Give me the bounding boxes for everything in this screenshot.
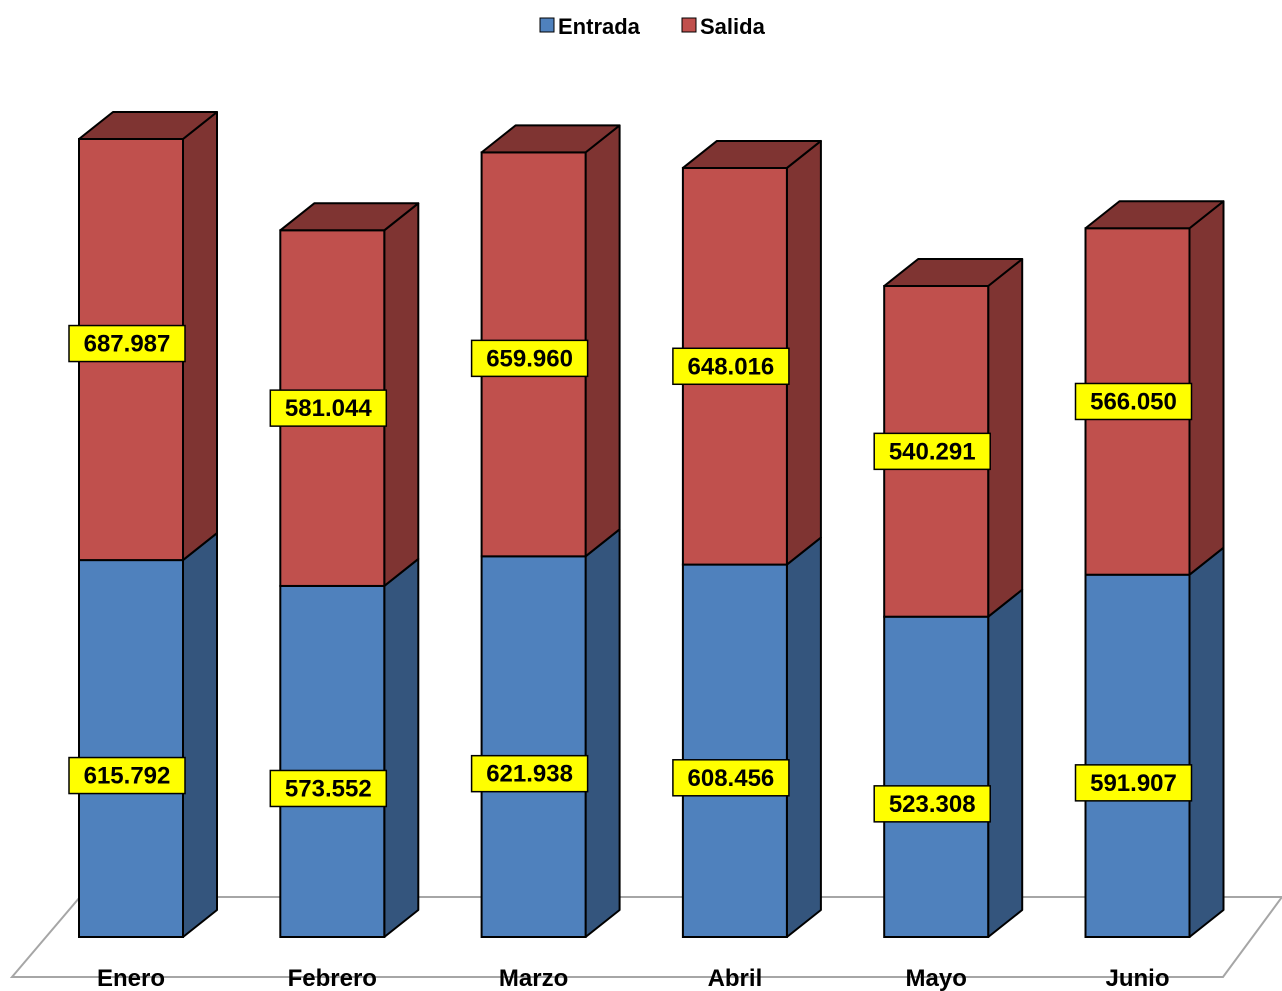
data-label-box-salida-0 bbox=[68, 324, 186, 363]
data-label-box-salida-3 bbox=[672, 347, 790, 386]
data-label-salida-5: 566.050 bbox=[1090, 388, 1177, 415]
data-label-entrada-3: 608.456 bbox=[688, 765, 775, 792]
bar-side-salida-4 bbox=[987, 258, 1024, 618]
legend-label-entrada: Entrada bbox=[558, 14, 641, 39]
bar-top-4 bbox=[883, 258, 1024, 288]
legend-swatch-entrada bbox=[539, 17, 555, 33]
data-label-salida-0: 687.987 bbox=[84, 331, 171, 358]
category-label-5: Junio bbox=[1106, 965, 1170, 991]
data-label-box-salida-5 bbox=[1074, 382, 1193, 421]
bar-entrada-4 bbox=[883, 615, 990, 939]
category-axis: Enero Febrero Marzo Abril Mayo Junio bbox=[97, 965, 1170, 991]
data-label-box-entrada-4 bbox=[873, 785, 991, 823]
data-label-box-entrada-5 bbox=[1074, 764, 1193, 802]
bar-side-salida-3 bbox=[785, 139, 822, 566]
data-label-box-entrada-3 bbox=[672, 759, 790, 797]
data-label-box-salida-4 bbox=[873, 432, 991, 471]
category-label-0: Enero bbox=[97, 965, 165, 991]
legend: Entrada Salida bbox=[539, 14, 766, 39]
data-label-box-salida-1 bbox=[269, 389, 388, 427]
bar-side-salida-5 bbox=[1188, 200, 1225, 576]
bar-entrada-2 bbox=[480, 555, 587, 938]
legend-swatch-salida bbox=[681, 17, 697, 33]
bar-side-entrada-4 bbox=[987, 588, 1024, 938]
chart-floor bbox=[9, 896, 1282, 978]
bar-entrada-0 bbox=[78, 559, 184, 939]
bar-entrada-3 bbox=[681, 563, 788, 939]
data-label-box-entrada-2 bbox=[470, 754, 589, 793]
data-label-box-entrada-1 bbox=[269, 769, 388, 808]
bar-side-salida-2 bbox=[584, 124, 621, 558]
data-label-entrada-4: 523.308 bbox=[889, 791, 976, 818]
data-label-entrada-5: 591.907 bbox=[1090, 770, 1177, 797]
data-label-salida-2: 659.960 bbox=[486, 345, 573, 372]
data-label-salida-4: 540.291 bbox=[889, 438, 976, 465]
legend-label-salida: Salida bbox=[700, 14, 766, 39]
floor-plane bbox=[9, 896, 1282, 978]
category-label-4: Mayo bbox=[906, 965, 967, 991]
bar-top-2 bbox=[480, 124, 621, 154]
bar-side-salida-0 bbox=[182, 111, 218, 562]
data-label-entrada-1: 573.552 bbox=[285, 775, 372, 802]
bar-top-5 bbox=[1084, 200, 1225, 230]
data-label-salida-3: 648.016 bbox=[688, 353, 775, 380]
bar-side-entrada-3 bbox=[785, 536, 822, 938]
category-label-2: Marzo bbox=[499, 965, 568, 991]
category-label-3: Abril bbox=[708, 965, 763, 991]
data-label-box-salida-2 bbox=[470, 339, 589, 378]
bar-top-3 bbox=[681, 139, 822, 169]
category-label-1: Febrero bbox=[288, 965, 377, 991]
bar-side-entrada-5 bbox=[1188, 546, 1225, 938]
data-label-box-entrada-0 bbox=[68, 756, 186, 795]
data-label-entrada-2: 621.938 bbox=[486, 761, 573, 788]
bar-side-entrada-2 bbox=[584, 528, 621, 938]
bar-top-0 bbox=[78, 111, 218, 140]
bar-top-1 bbox=[279, 202, 420, 232]
bar-side-entrada-0 bbox=[182, 532, 218, 938]
bar-side-salida-1 bbox=[383, 202, 420, 587]
bar-side-entrada-1 bbox=[383, 557, 420, 938]
bar-entrada-1 bbox=[279, 584, 386, 939]
data-label-salida-1: 581.044 bbox=[285, 395, 372, 422]
bar-entrada-5 bbox=[1084, 573, 1191, 938]
data-labels: 615.792 687.987 573.552 581.044 621.938 659.9… bbox=[68, 324, 1193, 823]
data-label-entrada-0: 615.792 bbox=[84, 763, 171, 790]
bars bbox=[78, 111, 1225, 939]
